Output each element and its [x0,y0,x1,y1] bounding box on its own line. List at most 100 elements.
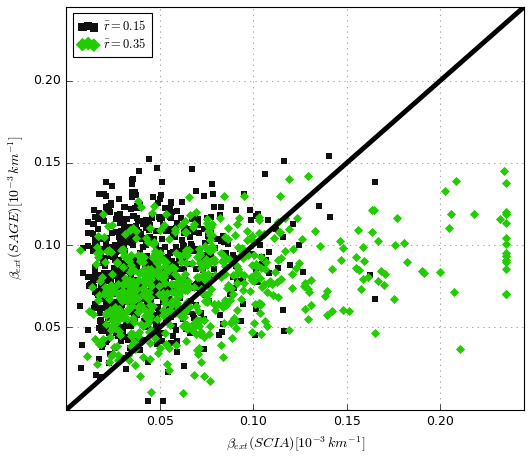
$\bar{r}=0.15$ [103,301,112,309]
$\bar{r}=0.35$ [159,312,167,319]
$\bar{r}=0.15$ [133,260,141,267]
$\bar{r}=0.35$ [209,245,218,253]
$\bar{r}=0.35$ [125,287,134,294]
$\bar{r}=0.35$ [359,275,367,283]
$\bar{r}=0.35$ [293,214,301,222]
$\bar{r}=0.15$ [122,236,131,243]
$\bar{r}=0.35$ [233,220,241,228]
$\bar{r}=0.15$ [165,262,174,270]
$\bar{r}=0.15$ [135,306,144,313]
$\bar{r}=0.15$ [203,230,212,238]
$\bar{r}=0.35$ [140,286,149,294]
$\bar{r}=0.15$ [299,268,307,275]
$\bar{r}=0.35$ [166,321,175,329]
$\bar{r}=0.35$ [226,283,235,290]
$\bar{r}=0.35$ [219,304,228,311]
$\bar{r}=0.15$ [147,265,155,272]
$\bar{r}=0.15$ [152,248,161,256]
$\bar{r}=0.15$ [91,234,99,242]
$\bar{r}=0.15$ [97,295,106,302]
$\bar{r}=0.35$ [256,301,264,309]
$\bar{r}=0.35$ [501,208,510,216]
$\bar{r}=0.15$ [105,360,113,367]
$\bar{r}=0.35$ [449,288,458,296]
$\bar{r}=0.15$ [89,279,98,286]
$\bar{r}=0.15$ [105,329,113,336]
$\bar{r}=0.15$ [159,398,167,405]
$\bar{r}=0.15$ [92,290,101,297]
$\bar{r}=0.15$ [133,260,142,267]
$\bar{r}=0.35$ [226,297,234,304]
$\bar{r}=0.15$ [178,247,186,254]
$\bar{r}=0.35$ [376,267,385,274]
$\bar{r}=0.35$ [173,283,182,290]
$\bar{r}=0.15$ [93,271,102,278]
$\bar{r}=0.15$ [162,212,171,219]
$\bar{r}=0.15$ [83,229,92,236]
$\bar{r}=0.35$ [145,339,154,347]
$\bar{r}=0.35$ [262,258,270,266]
$\bar{r}=0.15$ [195,283,204,290]
$\bar{r}=0.35$ [418,267,426,275]
$\bar{r}=0.15$ [119,221,128,229]
$\bar{r}=0.15$ [91,214,100,221]
$\bar{r}=0.35$ [178,389,187,396]
$\bar{r}=0.35$ [143,293,151,301]
$\bar{r}=0.35$ [227,284,235,292]
$\bar{r}=0.15$ [109,298,118,305]
$\bar{r}=0.15$ [97,283,105,290]
$\bar{r}=0.15$ [155,277,163,284]
$\bar{r}=0.35$ [162,361,171,368]
$\bar{r}=0.15$ [371,295,379,302]
$\bar{r}=0.35$ [447,210,456,218]
$\bar{r}=0.35$ [179,322,187,329]
$\bar{r}=0.35$ [255,216,263,224]
$\bar{r}=0.35$ [185,247,193,254]
$\bar{r}=0.35$ [339,244,347,251]
$\bar{r}=0.15$ [160,272,169,280]
$\bar{r}=0.15$ [91,305,99,312]
$\bar{r}=0.35$ [183,246,192,254]
$\bar{r}=0.35$ [107,285,115,293]
$\bar{r}=0.15$ [132,276,140,284]
$\bar{r}=0.35$ [127,251,135,259]
$\bar{r}=0.15$ [93,290,101,297]
$\bar{r}=0.15$ [158,178,167,185]
$\bar{r}=0.35$ [174,279,183,287]
$\bar{r}=0.15$ [114,266,122,274]
$\bar{r}=0.35$ [250,251,259,259]
$\bar{r}=0.15$ [143,235,152,242]
$\bar{r}=0.35$ [248,261,256,269]
$\bar{r}=0.15$ [139,221,148,228]
$\bar{r}=0.35$ [116,332,124,339]
$\bar{r}=0.35$ [121,252,130,259]
$\bar{r}=0.15$ [133,204,141,211]
$\bar{r}=0.35$ [501,259,510,266]
$\bar{r}=0.15$ [139,284,148,292]
$\bar{r}=0.35$ [136,320,145,328]
$\bar{r}=0.35$ [102,310,110,317]
$\bar{r}=0.35$ [144,266,152,273]
$\bar{r}=0.15$ [122,267,131,275]
$\bar{r}=0.35$ [161,300,169,307]
$\bar{r}=0.35$ [122,297,131,304]
$\bar{r}=0.15$ [158,268,167,275]
$\bar{r}=0.35$ [149,302,157,310]
$\bar{r}=0.35$ [182,337,190,345]
$\bar{r}=0.35$ [470,211,478,218]
$\bar{r}=0.15$ [176,255,184,263]
$\bar{r}=0.35$ [177,312,185,319]
$\bar{r}=0.35$ [206,377,215,384]
$\bar{r}=0.15$ [100,294,109,301]
$\bar{r}=0.15$ [121,234,130,241]
$\bar{r}=0.15$ [131,295,139,302]
$\bar{r}=0.15$ [165,306,173,313]
$\bar{r}=0.15$ [168,208,177,215]
$\bar{r}=0.35$ [162,341,170,348]
$\bar{r}=0.35$ [139,277,148,284]
$\bar{r}=0.15$ [133,301,141,308]
$\bar{r}=0.15$ [371,178,379,185]
$\bar{r}=0.15$ [175,294,183,301]
$\bar{r}=0.15$ [144,155,153,163]
$\bar{r}=0.15$ [176,254,184,261]
